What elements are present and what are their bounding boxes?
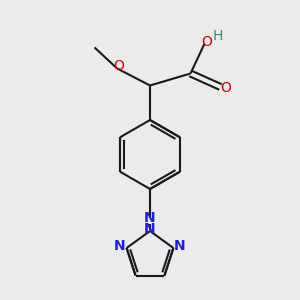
Text: O: O [113,59,124,73]
Text: O: O [220,82,231,95]
Text: H: H [213,29,223,43]
Text: N: N [174,239,186,253]
Text: O: O [201,35,212,49]
Text: N: N [114,239,126,253]
Text: N: N [144,212,156,225]
Text: N: N [144,222,156,236]
